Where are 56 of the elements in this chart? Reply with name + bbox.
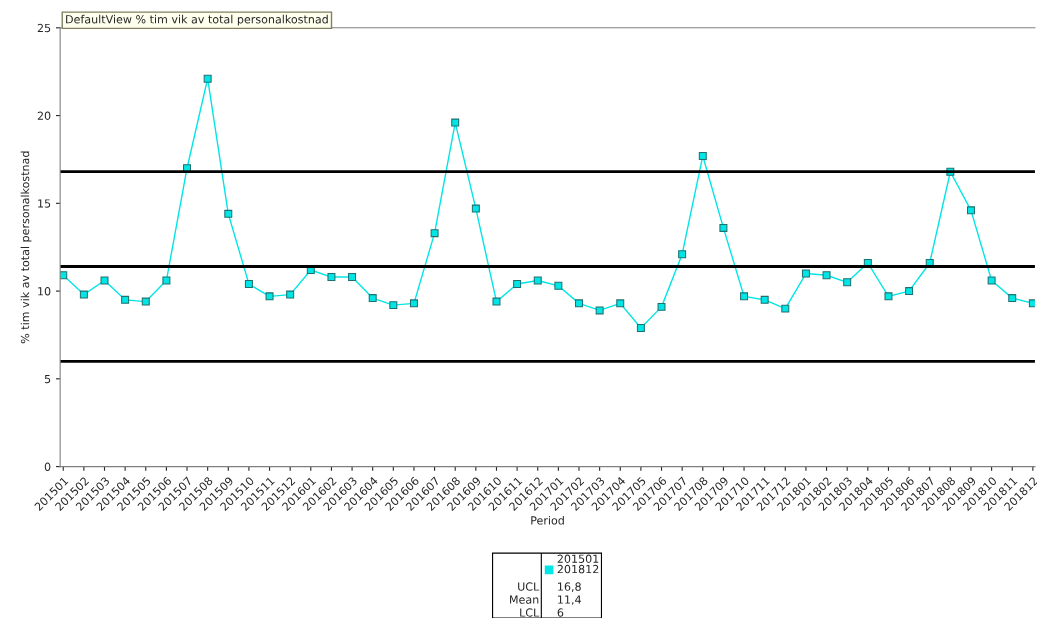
y-tick-label: 10 bbox=[38, 287, 51, 296]
y-tick-label: 5 bbox=[44, 374, 51, 384]
point bbox=[781, 304, 790, 313]
point bbox=[595, 306, 604, 315]
point bbox=[719, 223, 728, 232]
point bbox=[141, 297, 150, 306]
ref-line-label: LCL bbox=[520, 608, 540, 617]
point bbox=[430, 229, 439, 238]
point bbox=[843, 278, 852, 287]
y-tick-label: 20 bbox=[37, 111, 51, 120]
point bbox=[822, 271, 831, 280]
point bbox=[533, 276, 542, 285]
x-axis-title: Period bbox=[531, 515, 564, 525]
text: 6 bbox=[557, 608, 564, 617]
point bbox=[636, 323, 645, 332]
point bbox=[760, 295, 769, 304]
chart-title: DefaultView % tim vik av total personalkostnad bbox=[66, 14, 328, 26]
point bbox=[740, 292, 749, 301]
point bbox=[616, 299, 625, 308]
point bbox=[368, 294, 377, 303]
point bbox=[224, 209, 233, 218]
y-tick-label: 25 bbox=[37, 23, 51, 33]
point bbox=[409, 299, 418, 308]
point bbox=[1008, 294, 1017, 303]
legend-label: 201501 201812 bbox=[557, 554, 599, 574]
point bbox=[575, 299, 583, 308]
point bbox=[884, 292, 893, 301]
point bbox=[657, 302, 666, 311]
point bbox=[554, 281, 563, 290]
point bbox=[348, 273, 357, 282]
point bbox=[203, 74, 212, 83]
text: 16,8 bbox=[558, 582, 581, 592]
point bbox=[389, 301, 398, 310]
y-axis-title: % tim vik av total personalkostnad bbox=[20, 151, 32, 344]
point bbox=[265, 292, 274, 301]
point bbox=[905, 287, 914, 296]
point bbox=[513, 280, 522, 289]
point bbox=[79, 290, 88, 299]
point bbox=[801, 269, 810, 278]
y-tick-label: 0 bbox=[44, 462, 51, 471]
point bbox=[162, 276, 171, 285]
text: 11,4 bbox=[558, 595, 581, 605]
point bbox=[121, 295, 130, 304]
point bbox=[678, 250, 687, 259]
point bbox=[966, 206, 975, 215]
point bbox=[451, 118, 460, 127]
point bbox=[987, 276, 996, 285]
y-tick-label: 15 bbox=[38, 199, 51, 208]
point bbox=[698, 151, 707, 160]
point bbox=[244, 280, 253, 289]
ref-line-label: UCL bbox=[518, 582, 540, 591]
point bbox=[471, 204, 480, 213]
point bbox=[286, 290, 295, 299]
point bbox=[327, 273, 336, 282]
ref-line-label: Mean bbox=[510, 595, 539, 604]
point bbox=[492, 297, 501, 306]
